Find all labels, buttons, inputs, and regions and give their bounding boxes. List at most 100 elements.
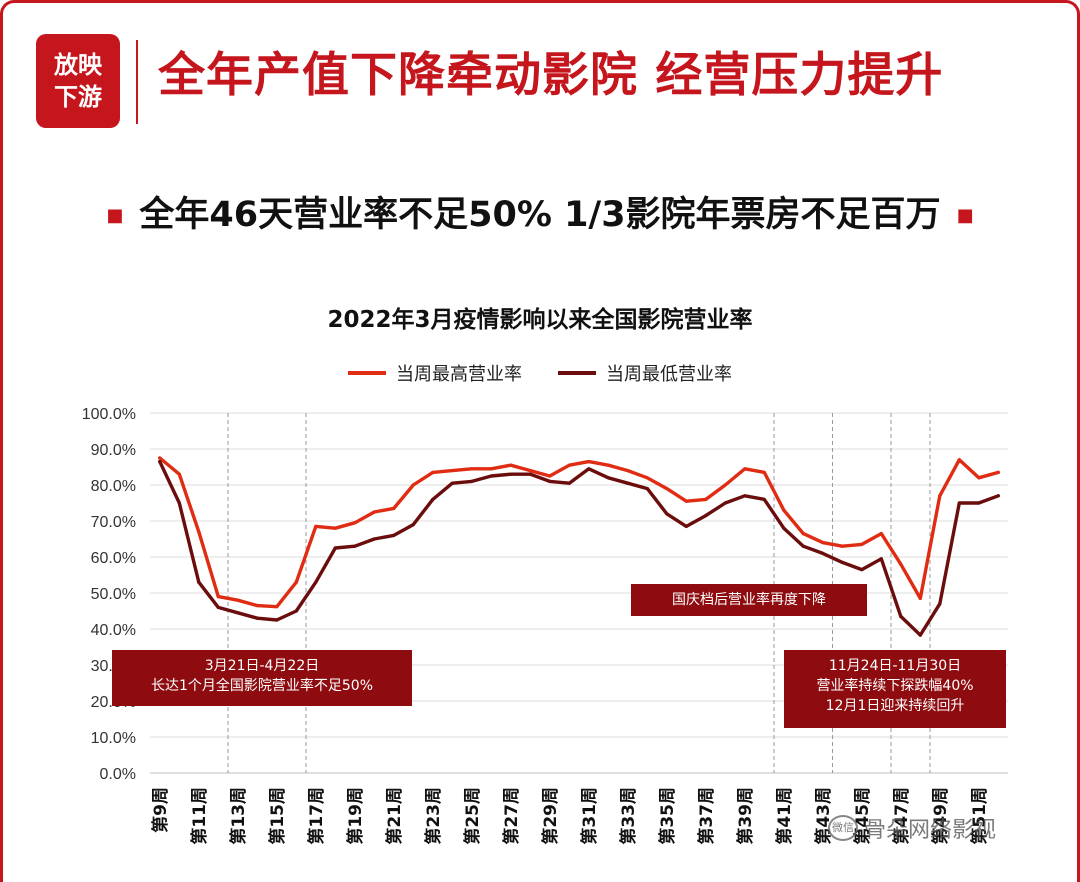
data-point-low (509, 472, 513, 476)
x-tick-label: 第35周 (657, 787, 678, 845)
data-point-low (294, 609, 298, 613)
subtitle: ■ 全年46天营业率不足50% 1/3影院年票房不足百万 ■ (0, 190, 1080, 241)
data-point-high (801, 532, 805, 536)
data-point-high (372, 510, 376, 514)
data-point-high (860, 542, 864, 547)
data-point-low (177, 501, 181, 505)
watermark-text: 骨朵网络影视 (864, 818, 997, 843)
data-point-high (606, 463, 610, 467)
data-point-low (197, 580, 201, 584)
annotation-march-april-line1: 3月21日-4月22日 (204, 658, 320, 674)
data-point-low (899, 614, 903, 619)
x-tick-label: 第25周 (462, 787, 483, 845)
data-point-low (431, 497, 435, 501)
data-point-high (548, 474, 552, 478)
data-point-low (216, 605, 220, 610)
y-tick-label: 80.0% (91, 478, 136, 495)
data-point-high (353, 521, 357, 525)
data-point-high (470, 467, 474, 471)
data-point-low (528, 472, 532, 476)
data-point-low (762, 497, 766, 501)
data-point-low (821, 551, 825, 556)
subtitle-text: 全年46天营业率不足50% 1/3影院年票房不足百万 (139, 195, 941, 235)
data-point-high (489, 467, 493, 471)
data-point-low (977, 501, 981, 505)
data-point-low (860, 568, 864, 572)
annotation-november-line3: 12月1日迎来持续回升 (825, 698, 965, 714)
data-point-high (918, 596, 922, 601)
data-point-low (723, 501, 727, 505)
data-point-high (177, 472, 181, 476)
data-point-high (528, 469, 532, 473)
data-point-low (879, 557, 883, 561)
data-point-high (509, 463, 513, 467)
x-tick-label: 第17周 (306, 787, 327, 845)
data-point-low (606, 476, 610, 480)
data-point-high (197, 530, 201, 534)
chart-title: 2022年3月疫情影响以来全国影院营业率 (327, 307, 753, 333)
x-tick-label: 第19周 (345, 787, 366, 845)
data-point-low (957, 501, 961, 505)
y-tick-label: 70.0% (91, 514, 136, 531)
data-point-high (821, 541, 825, 545)
data-point-high (743, 467, 747, 471)
data-point-low (372, 537, 376, 541)
data-point-high (411, 483, 415, 487)
wechat-icon: 微信 (828, 815, 858, 841)
y-tick-label: 40.0% (91, 622, 136, 639)
x-tick-label: 第11周 (189, 787, 210, 845)
data-point-high (158, 456, 162, 460)
data-point-high (392, 506, 396, 510)
data-point-high (567, 463, 571, 467)
data-point-high (314, 524, 318, 529)
y-tick-label: 90.0% (91, 442, 136, 459)
data-point-high (645, 476, 649, 480)
y-tick-label: 100.0% (82, 406, 136, 423)
x-tick-label: 第27周 (501, 787, 522, 845)
x-tick-label: 第15周 (267, 787, 288, 845)
section-badge: 放映 下游 (36, 34, 120, 128)
data-point-low (567, 481, 571, 485)
y-tick-label: 10.0% (91, 730, 136, 747)
legend-item-low: 当周最低营业率 (558, 360, 732, 386)
x-tick-label: 第9周 (150, 787, 171, 833)
data-point-low (489, 474, 493, 478)
series-line-high (158, 456, 1000, 609)
x-tick-label: 第41周 (774, 787, 795, 845)
data-point-low (840, 560, 844, 565)
x-tick-label: 第47周 (891, 787, 912, 845)
x-tick-label: 第23周 (423, 787, 444, 845)
x-tick-label: 第49周 (930, 787, 951, 845)
data-point-high (704, 497, 708, 501)
x-tick-label: 第21周 (384, 787, 405, 845)
data-point-high (957, 458, 961, 462)
chart-legend: 当周最高营业率 当周最低营业率 (0, 360, 1080, 386)
data-point-low (801, 544, 805, 548)
annotation-national-day: 国庆档后营业率再度下降 (631, 584, 867, 616)
data-point-high (431, 470, 435, 474)
data-point-low (996, 494, 1000, 498)
annotation-november-line1: 11月24日-11月30日 (828, 658, 962, 674)
x-tick-label: 第37周 (696, 787, 717, 845)
y-tick-label: 0.0% (100, 766, 136, 783)
badge-line1: 放映 (54, 51, 102, 79)
data-point-high (665, 487, 669, 491)
data-point-low (411, 523, 415, 527)
data-point-low (743, 494, 747, 498)
data-point-low (275, 618, 279, 622)
series-line-low (158, 459, 1000, 637)
annotation-november-line2: 营业率持续下探跌幅40% (816, 678, 974, 694)
data-point-low (665, 512, 669, 516)
annotation-march-april: 3月21日-4月22日 长达1个月全国影院营业率不足50% (112, 650, 412, 706)
x-tick-label: 第29周 (540, 787, 561, 845)
x-tick-label: 第31周 (579, 787, 600, 845)
data-point-high (996, 470, 1000, 474)
data-point-high (333, 526, 337, 530)
data-point-low (918, 633, 922, 637)
annotation-national-day-line1: 国庆档后营业率再度下降 (672, 592, 826, 608)
data-point-high (723, 483, 727, 487)
data-point-high (255, 604, 259, 608)
data-point-low (587, 467, 591, 471)
